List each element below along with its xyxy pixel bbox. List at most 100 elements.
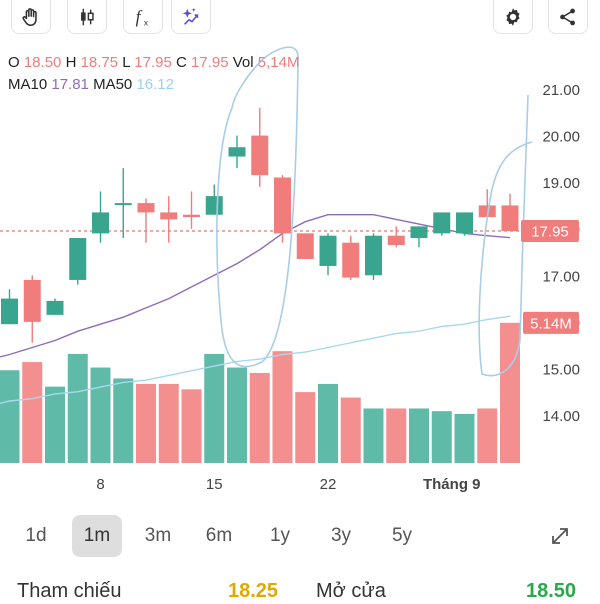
volume-bar [386,408,407,463]
candle-body [205,196,223,215]
candle-body [114,203,132,206]
y-tick-label: 17.00 [542,268,580,285]
volume-bar [454,413,475,463]
volume-value: 5,14M [257,54,300,71]
share-icon [560,8,575,25]
candle-body [1,298,18,325]
chart-toolbar: f x [0,0,600,36]
candle-body [342,242,360,278]
ma10-label: MA10 [8,76,48,93]
close-value: 17.95 [191,54,229,71]
candle-body [319,235,337,266]
volume-bar [204,353,225,463]
ma50-label: MA50 [93,76,133,93]
timeframe-1m[interactable]: 1m [72,515,122,557]
ma10-value: 17.81 [51,76,89,93]
annotation-loop [478,94,533,377]
timeframe-6m[interactable]: 6m [205,525,233,546]
share-button[interactable] [548,0,588,34]
fullscreen-button[interactable] [542,515,578,557]
sparkle-chart-icon [182,7,199,25]
candle-body [296,233,314,259]
candle-body [365,235,382,276]
reference-label: Tham chiếu [17,580,122,602]
low-label: L [122,54,131,71]
volume-bar [67,353,88,463]
volume-bar [500,322,520,463]
x-tick-label: 15 [206,476,223,493]
function-icon: f x [136,6,149,27]
open-label: O [8,54,20,71]
ma10-line [0,214,511,358]
candle-body [183,214,200,218]
volume-bar [409,408,429,463]
y-tick-label: 21.00 [542,82,580,99]
timeframe-5y[interactable]: 5y [391,525,413,546]
low-value: 17.95 [134,54,172,71]
svg-text:x: x [144,18,149,27]
ma50-value: 16.12 [136,76,174,93]
candle-body [251,135,269,176]
volume-bar [181,389,202,463]
last-volume-label: 5.14M [530,315,572,332]
reference-value: 18.25 [228,580,279,602]
candle-type-button[interactable] [67,0,107,34]
volume-bar [249,373,270,463]
volume-bar [136,383,156,463]
expand-icon [552,528,568,544]
open-value: 18.50 [23,54,62,71]
price-stats: Tham chiếu 18.25 Mở cửa 18.50 [0,580,600,604]
candle-body [69,238,87,280]
last-volume-badge [523,311,579,334]
x-tick-label: 8 [96,476,104,493]
timeframe-1d[interactable]: 1d [25,525,47,546]
ma50-line [0,315,511,405]
volume-bar [0,370,20,463]
y-tick-label: 19.00 [542,175,580,192]
indicator-button[interactable]: f x [123,0,163,34]
high-value: 18.75 [80,54,119,71]
close-label: C [175,54,187,71]
volume-bar [477,408,498,463]
candle-body [433,212,451,234]
last-price-badge [521,220,579,243]
volume-bar [90,367,111,463]
candle-body [456,212,473,234]
y-tick-label: 15.00 [542,361,580,378]
price-chart[interactable]: 21.0020.0019.0018.0017.0016.0015.0014.00… [0,0,600,500]
last-price-label: 17.95 [531,224,569,241]
volume-bar [227,367,247,463]
volume-label: Vol [232,54,254,71]
volume-bar [340,397,361,463]
settings-button[interactable] [493,0,533,34]
timeframe-selector: 1d 1m 3m 6m 1y 3y 5y [0,515,600,559]
candle-body [46,300,64,315]
timeframe-1y[interactable]: 1y [269,525,291,546]
volume-bar [158,383,179,463]
candle-body [137,203,155,213]
ai-analysis-button[interactable] [171,0,211,34]
candle-body [410,226,428,239]
x-tick-label: Tháng 9 [423,476,481,493]
candle-body [92,212,109,234]
volume-bar [431,411,452,463]
open-price-label: Mở cửa [316,580,386,602]
volume-bar [272,351,293,463]
annotation-loop [216,46,299,368]
candle-body [160,212,178,220]
volume-bar [22,362,43,463]
candle-body [274,177,291,234]
svg-text:f: f [136,6,143,26]
timeframe-3m[interactable]: 3m [144,525,172,546]
hand-icon [22,7,37,26]
candle-body [387,235,405,246]
open-price-value: 18.50 [526,580,577,602]
timeframe-3y[interactable]: 3y [330,525,352,546]
y-tick-label: 20.00 [542,129,580,146]
x-tick-label: 22 [320,476,337,493]
volume-bar [45,386,65,463]
candle-body [478,205,496,218]
hand-tool-button[interactable] [11,0,51,34]
y-tick-label: 14.00 [542,408,580,425]
candle-body [23,279,41,322]
